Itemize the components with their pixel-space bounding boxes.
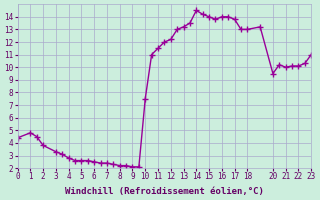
X-axis label: Windchill (Refroidissement éolien,°C): Windchill (Refroidissement éolien,°C) [65,187,264,196]
